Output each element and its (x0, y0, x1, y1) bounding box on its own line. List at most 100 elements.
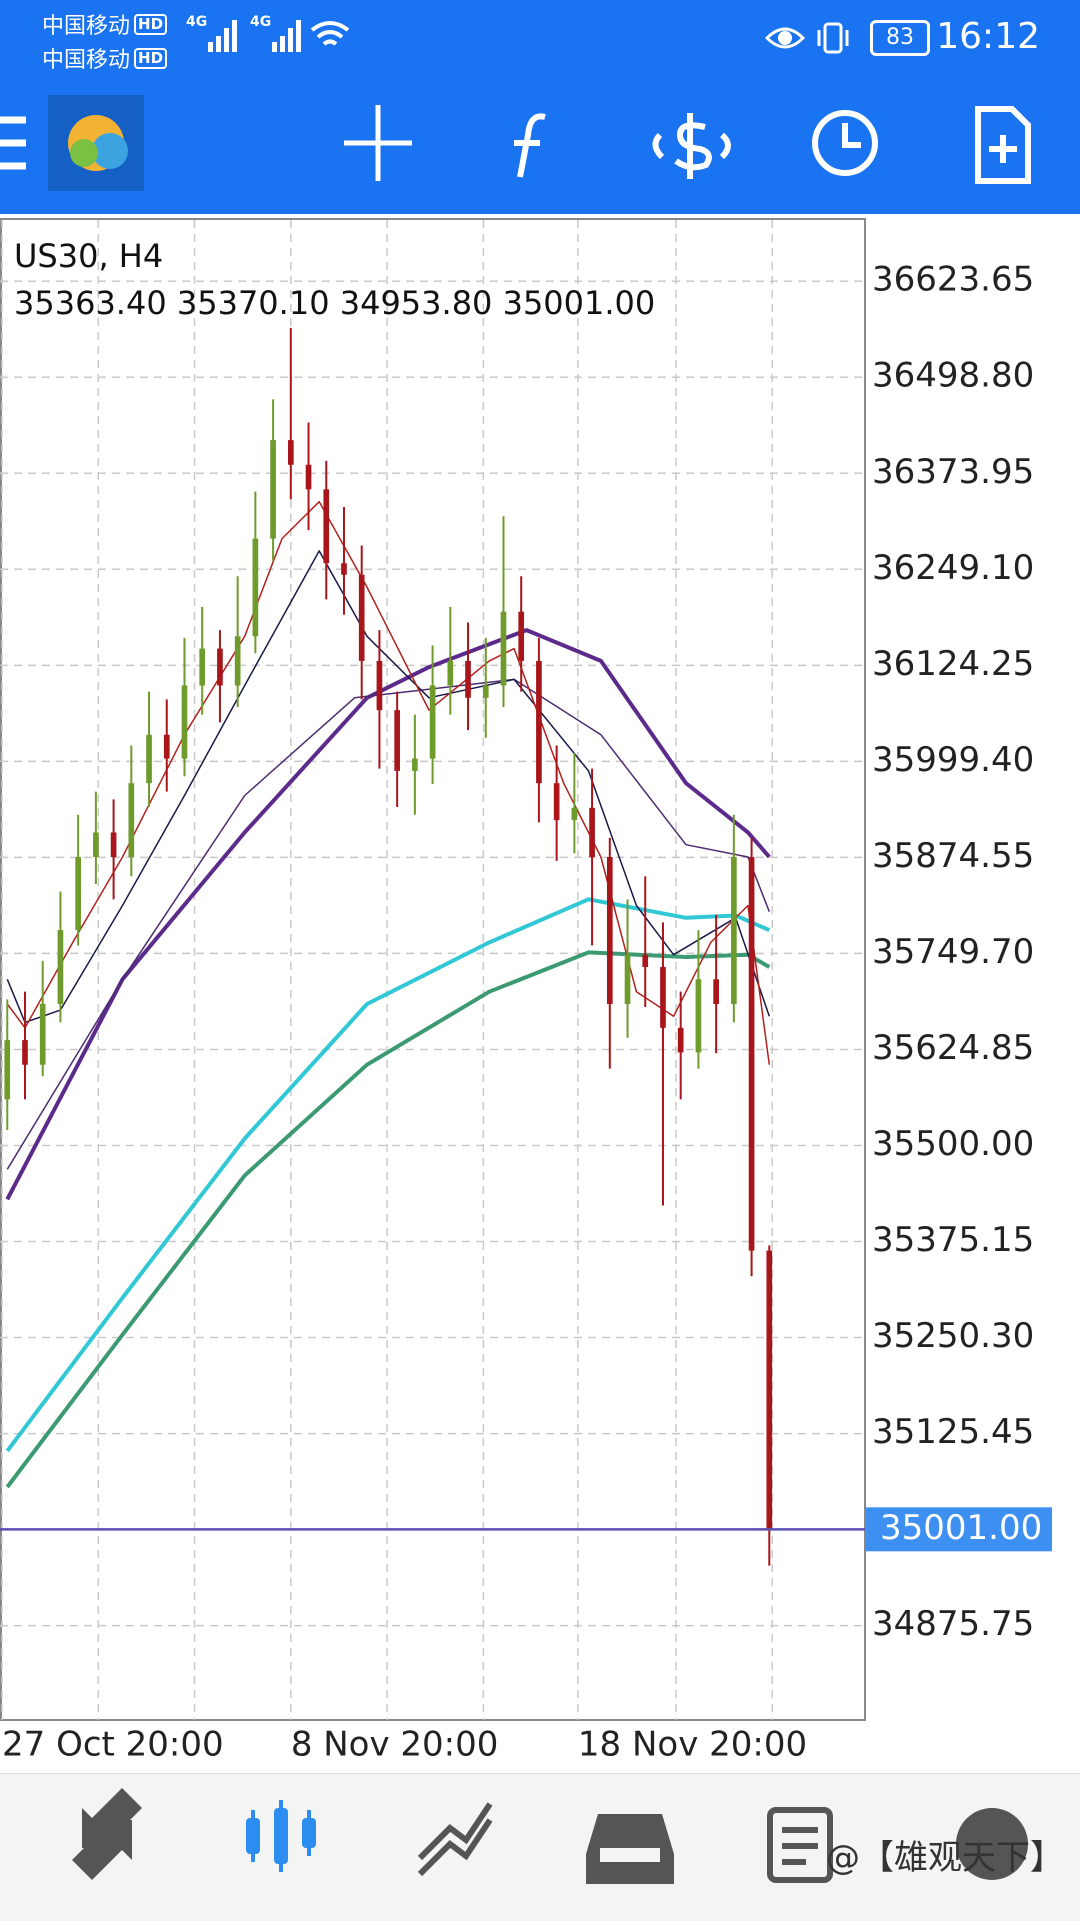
candle-body (660, 967, 666, 1028)
candle-body (234, 636, 241, 686)
hd-badge: HD (134, 47, 168, 69)
candle-body (500, 611, 507, 686)
y-tick-label: 35874.55 (872, 836, 1034, 876)
y-tick-label: 36623.65 (872, 260, 1034, 300)
candle-body (199, 648, 206, 686)
candle-body (341, 563, 347, 575)
candle-body (642, 954, 649, 968)
candle-body (412, 758, 418, 771)
grid (0, 220, 865, 1720)
candle-body (748, 857, 755, 1251)
candle-body (4, 1040, 11, 1100)
candle-body (695, 979, 702, 1053)
candle-body (93, 832, 99, 858)
chart-title: US30, H4 (14, 237, 163, 275)
toolbar (0, 95, 1031, 191)
clock: 16:12 (936, 16, 1040, 57)
candle-body (713, 979, 719, 1004)
news-tab[interactable] (767, 1807, 833, 1883)
moving-average (5, 628, 771, 1201)
carrier-name: 中国移动 (42, 48, 131, 73)
high-label: 35370.10 (177, 284, 330, 322)
moving-average (6, 550, 771, 1024)
watermark: @【雄观天下】 (826, 1838, 1064, 1878)
candle-body (323, 489, 330, 564)
candle-body (589, 807, 595, 858)
candle-body (624, 954, 631, 1004)
candle-body (518, 611, 525, 661)
candle-body (270, 440, 276, 539)
timeframe-button[interactable] (812, 110, 878, 176)
network-type: 4G (186, 14, 208, 30)
crosshair-button[interactable] (344, 105, 412, 181)
candle-body (394, 710, 400, 771)
network-type: 4G (250, 14, 272, 30)
close-label: 35001.00 (503, 284, 656, 322)
y-tick-label: 35500.00 (872, 1124, 1034, 1164)
chart: US30, H4 35363.40 35370.10 34953.80 3500… (0, 218, 1052, 1765)
candle-body (305, 464, 312, 490)
carrier: 中国移动 HD (42, 8, 168, 40)
nav-icons (72, 1788, 1028, 1884)
top-bar: 中国移动 HD 中国移动 HD 4G 4G 83 16:12 (0, 0, 1080, 214)
objects-button[interactable] (652, 113, 731, 179)
candle-body (766, 1250, 773, 1530)
candle-body (181, 685, 188, 759)
ohlc-header: 35363.40 35370.10 34953.80 35001.00 (14, 284, 655, 322)
y-tick-label: 36498.80 (872, 356, 1034, 396)
current-price-box (866, 1507, 1052, 1552)
y-tick-label: 35125.45 (872, 1412, 1034, 1452)
history-tab[interactable] (586, 1814, 674, 1884)
candle-body (217, 648, 223, 686)
open-label: 35363.40 (14, 284, 167, 322)
indicators-button[interactable] (514, 113, 546, 178)
candle-body (606, 857, 613, 1004)
candle-body (287, 440, 294, 465)
current-price-label: 35001.00 (880, 1508, 1042, 1548)
y-tick-label: 34875.75 (872, 1604, 1034, 1644)
settings-tab[interactable] (956, 1808, 1028, 1880)
bottom-nav (0, 1773, 1080, 1921)
candle-body (110, 832, 117, 858)
moving-average (5, 897, 771, 1453)
y-tick-label: 35250.30 (872, 1316, 1034, 1356)
candle-body (536, 660, 542, 784)
y-tick-label: 35375.15 (872, 1220, 1034, 1260)
menu-button[interactable] (0, 116, 26, 170)
candle-body (571, 807, 578, 821)
trade-tab[interactable] (417, 1802, 493, 1877)
moving-average (6, 500, 771, 1065)
signal-icons (208, 20, 350, 52)
candle-body (22, 1040, 28, 1065)
candle-body (465, 660, 471, 698)
low-label: 34953.80 (340, 284, 493, 322)
candle-body (128, 783, 135, 858)
candle-body (482, 685, 489, 698)
y-tick-label: 35749.70 (872, 932, 1034, 972)
marks (0, 327, 865, 1566)
candle-body (677, 1027, 684, 1053)
hd-badge: HD (134, 13, 168, 35)
status-icons (765, 22, 849, 54)
chart-tab[interactable] (246, 1800, 316, 1872)
y-tick-label: 35624.85 (872, 1028, 1034, 1068)
candle-body (252, 538, 259, 637)
quotes-tab[interactable] (72, 1788, 142, 1880)
x-tick-label: 8 Nov 20:00 (291, 1725, 499, 1765)
carrier: 中国移动 HD (42, 42, 168, 74)
candle-body (376, 660, 383, 711)
y-tick-label: 36373.95 (872, 452, 1034, 492)
new-order-button[interactable] (975, 106, 1031, 184)
candle-body (731, 857, 737, 1004)
candle-body (39, 1003, 46, 1065)
carrier-name: 中国移动 (42, 14, 131, 39)
candle-body (447, 660, 454, 686)
candle-body (553, 783, 560, 821)
candle-body (429, 685, 436, 759)
moving-average (5, 950, 771, 1489)
y-tick-label: 36124.25 (872, 644, 1034, 684)
y-tick-label: 36249.10 (872, 548, 1034, 588)
app-logo[interactable] (48, 95, 144, 191)
